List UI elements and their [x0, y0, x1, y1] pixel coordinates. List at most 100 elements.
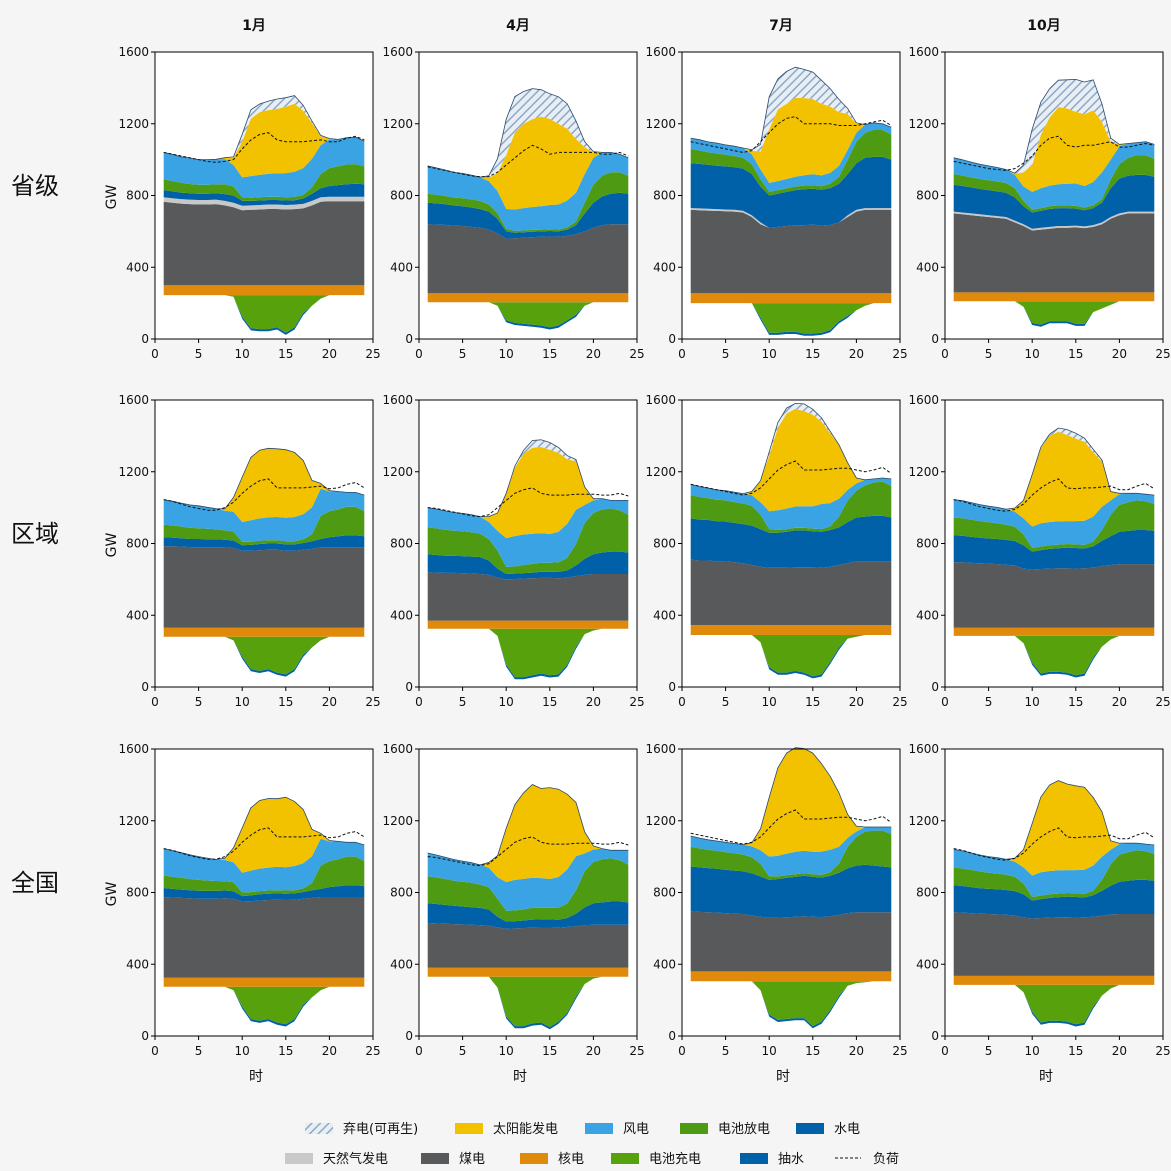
- legend-item-solar: 太阳能发电: [455, 1121, 558, 1137]
- discharge-area: [163, 856, 365, 897]
- x-tick-label: 15: [805, 695, 820, 709]
- hydro-area: [690, 156, 892, 228]
- y-tick-label: 800: [126, 189, 149, 203]
- y-tick-label: 1600: [645, 393, 676, 407]
- panel-1-0: 0 5 10 15 20 25 0 400 800 1200 1600 GW: [104, 393, 381, 709]
- coal-area: [427, 224, 629, 294]
- nuclear-area: [427, 293, 629, 303]
- x-tick-label: 15: [1068, 1044, 1083, 1058]
- x-tick-label: 15: [805, 347, 820, 361]
- legend-label: 电池充电: [649, 1151, 701, 1167]
- curtail-area: [163, 95, 365, 160]
- x-tick-label: 20: [1112, 1044, 1127, 1058]
- x-tick-label: 0: [151, 695, 159, 709]
- solar-area: [427, 116, 629, 210]
- y-tick-label: 1200: [382, 117, 413, 131]
- column-title: 1月: [242, 18, 266, 34]
- panel-1-1: 0 5 10 15 20 25 0 400 800 1200 1600: [382, 393, 644, 709]
- hydro-area: [427, 192, 629, 239]
- solar-area: [427, 447, 629, 539]
- x-tick-label: 25: [892, 695, 907, 709]
- coal-area: [953, 562, 1155, 628]
- charge-area: [690, 303, 892, 334]
- column-title: 4月: [506, 18, 530, 34]
- y-tick-label: 1200: [908, 465, 939, 479]
- x-tick-label: 25: [1155, 695, 1170, 709]
- nuclear-area: [953, 975, 1155, 985]
- nuclear-area: [163, 285, 365, 296]
- y-tick-label: 1600: [382, 393, 413, 407]
- curtail-area: [690, 67, 892, 152]
- discharge-area: [163, 164, 365, 201]
- stack-top-outline: [163, 447, 365, 510]
- hydro-area: [427, 901, 629, 929]
- x-tick-label: 10: [1025, 695, 1040, 709]
- nuclear-area: [690, 971, 892, 982]
- y-tick-label: 800: [126, 886, 149, 900]
- x-axis-label: 时: [1039, 1069, 1053, 1085]
- x-tick-label: 5: [195, 695, 203, 709]
- stack-top-outline: [427, 88, 629, 178]
- coal-area: [953, 213, 1155, 293]
- load-line: [163, 478, 365, 511]
- wind-area: [427, 152, 629, 231]
- x-tick-label: 20: [586, 347, 601, 361]
- hydro-area: [953, 530, 1155, 570]
- y-tick-label: 1200: [118, 814, 149, 828]
- charge-area: [690, 981, 892, 1027]
- legend-item-hydro: 水电: [796, 1122, 860, 1137]
- coal-area: [163, 897, 365, 978]
- y-tick-label: 400: [390, 957, 413, 971]
- legend-label: 核电: [558, 1152, 584, 1167]
- y-tick-label: 400: [126, 957, 149, 971]
- x-tick-label: 20: [322, 695, 337, 709]
- legend-swatch: [740, 1153, 768, 1164]
- legend-item-coal: 煤电: [421, 1152, 485, 1167]
- legend-item-pumping: 抽水: [740, 1152, 804, 1167]
- y-tick-label: 1600: [908, 742, 939, 756]
- legend-item-curtail: 弃电(可再生): [305, 1122, 418, 1137]
- legend-swatch: [305, 1123, 333, 1134]
- legend-swatch: [680, 1123, 708, 1134]
- charge-area: [427, 976, 629, 1027]
- y-tick-label: 400: [390, 260, 413, 274]
- y-tick-label: 0: [668, 680, 676, 694]
- nuclear-area: [163, 977, 365, 987]
- coal-area: [163, 201, 365, 286]
- charge-area: [427, 302, 629, 328]
- x-axis-label: 时: [249, 1069, 263, 1085]
- nuclear-area: [427, 967, 629, 977]
- x-tick-label: 15: [278, 1044, 293, 1058]
- hydro-area: [163, 183, 365, 206]
- x-tick-label: 0: [415, 347, 423, 361]
- legend-swatch: [285, 1153, 313, 1164]
- y-tick-label: 400: [653, 260, 676, 274]
- hydro-area: [690, 515, 892, 568]
- y-axis-label: GW: [104, 533, 120, 558]
- pumping-area: [953, 301, 1155, 327]
- x-tick-label: 25: [629, 695, 644, 709]
- coal-area: [690, 209, 892, 294]
- discharge-area: [953, 155, 1155, 213]
- stack-top-outline: [163, 796, 365, 860]
- y-tick-label: 1600: [118, 393, 149, 407]
- x-tick-label: 15: [1068, 347, 1083, 361]
- x-tick-label: 10: [762, 1044, 777, 1058]
- y-tick-label: 400: [126, 260, 149, 274]
- wind-area: [953, 493, 1155, 548]
- y-tick-label: 1200: [118, 117, 149, 131]
- y-tick-label: 1600: [118, 742, 149, 756]
- load-line: [690, 460, 892, 496]
- x-tick-label: 0: [941, 347, 949, 361]
- solar-area: [427, 784, 629, 883]
- x-tick-label: 10: [499, 1044, 514, 1058]
- legend-label: 太阳能发电: [493, 1121, 558, 1137]
- load-line: [953, 827, 1155, 861]
- stack-top-outline: [953, 780, 1155, 860]
- discharge-area: [427, 508, 629, 574]
- y-axis-label: GW: [104, 185, 120, 210]
- x-tick-label: 20: [849, 695, 864, 709]
- y-tick-label: 1600: [908, 393, 939, 407]
- y-tick-label: 0: [405, 680, 413, 694]
- y-tick-label: 1600: [645, 45, 676, 59]
